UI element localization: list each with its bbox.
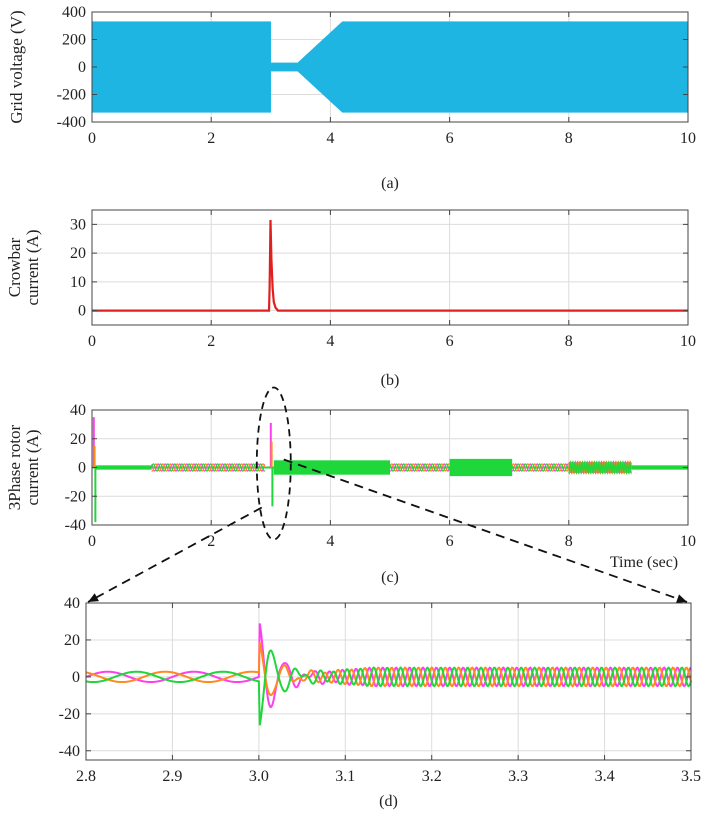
x-tick-label: 0 bbox=[88, 333, 96, 350]
rotor-current-band bbox=[631, 465, 688, 470]
x-tick-label: 3.2 bbox=[422, 768, 442, 785]
x-tick-label: 8 bbox=[565, 130, 573, 147]
zoom-arrow-left bbox=[87, 506, 263, 603]
rotor-current-phase-c bbox=[389, 463, 451, 472]
plot-frame bbox=[85, 602, 692, 761]
y-tick-label: 0 bbox=[72, 669, 80, 686]
x-tick-label: 6 bbox=[446, 333, 454, 350]
zoom-arrow-right bbox=[283, 458, 688, 603]
rotor-current-band bbox=[273, 460, 390, 475]
y-axis-label: current (A) bbox=[23, 430, 42, 506]
y-tick-label: 40 bbox=[70, 402, 86, 419]
rotor-current-phase-c bbox=[511, 463, 570, 472]
rotor-current-phase-b bbox=[511, 463, 570, 472]
chart-panel-b: 0 2 4 6 8 10 0 10 20 30 (b) Crowbar current (A) bbox=[5, 209, 696, 389]
voltage-envelope bbox=[91, 21, 689, 113]
y-tick-label: 0 bbox=[78, 59, 86, 76]
y-tick-label: 0 bbox=[78, 303, 86, 320]
y-tick-label: -40 bbox=[65, 517, 86, 534]
x-tick-label: 3.4 bbox=[595, 768, 615, 785]
y-tick-label: -20 bbox=[59, 706, 80, 723]
series-group bbox=[92, 417, 688, 523]
x-tick-label: 2 bbox=[207, 130, 215, 147]
series-group bbox=[85, 623, 692, 726]
y-axis-label: 3Phase rotor bbox=[5, 424, 24, 510]
y-tick-label: 20 bbox=[70, 245, 86, 262]
chart-panel-c: 0 2 4 6 8 10 -40 -20 0 20 40 (c) 3Phase rotor current… bbox=[5, 402, 696, 586]
crowbar-current-line bbox=[92, 220, 688, 312]
x-tick-label: 10 bbox=[680, 130, 696, 147]
series-group bbox=[92, 220, 688, 312]
y-tick-label: 400 bbox=[62, 4, 86, 21]
y-tick-label: 20 bbox=[64, 632, 80, 649]
zoom-phase-a bbox=[85, 623, 692, 709]
panel-caption: (c) bbox=[381, 569, 399, 586]
plot-area bbox=[92, 210, 688, 325]
panel-caption: (a) bbox=[381, 175, 399, 192]
x-axis-label: Time (sec) bbox=[610, 554, 678, 571]
x-tick-label: 6 bbox=[446, 533, 454, 550]
y-tick-label: 40 bbox=[64, 595, 80, 612]
x-tick-label: 8 bbox=[565, 533, 573, 550]
y-tick-label: 10 bbox=[70, 274, 86, 291]
y-tick-label: 30 bbox=[70, 216, 86, 233]
series-group bbox=[91, 21, 689, 113]
y-axis-label: current (A) bbox=[23, 230, 42, 306]
x-tick-label: 10 bbox=[680, 533, 696, 550]
x-tick-label: 3.3 bbox=[508, 768, 528, 785]
x-tick-label: 4 bbox=[326, 333, 334, 350]
x-tick-label: 2 bbox=[207, 333, 215, 350]
zoom-arrowhead-left bbox=[88, 593, 99, 602]
x-tick-label: 3.0 bbox=[249, 768, 269, 785]
y-tick-label: -400 bbox=[57, 114, 86, 131]
y-axis-label: Crowbar bbox=[5, 237, 24, 297]
x-tick-label: 10 bbox=[680, 333, 696, 350]
panel-caption: (b) bbox=[381, 372, 400, 389]
zoom-arrowhead-right bbox=[676, 594, 687, 603]
y-tick-label: 200 bbox=[62, 32, 86, 49]
y-tick-label: -200 bbox=[57, 87, 86, 104]
zoom-ellipse bbox=[255, 386, 292, 541]
x-tick-label: 4 bbox=[326, 533, 334, 550]
x-tick-label: 3.5 bbox=[681, 768, 701, 785]
x-tick-label: 0 bbox=[88, 533, 96, 550]
y-tick-label: -40 bbox=[59, 743, 80, 760]
x-tick-label: 4 bbox=[326, 130, 334, 147]
plot-frame bbox=[91, 209, 689, 326]
y-tick-label: -20 bbox=[65, 488, 86, 505]
x-tick-label: 2 bbox=[207, 533, 215, 550]
y-tick-label: 20 bbox=[70, 431, 86, 448]
x-tick-label: 3.1 bbox=[335, 768, 355, 785]
x-tick-label: 2.9 bbox=[162, 768, 182, 785]
x-tick-label: 6 bbox=[446, 130, 454, 147]
panel-caption: (d) bbox=[379, 793, 398, 810]
y-axis-label: Grid voltage (V) bbox=[7, 10, 26, 123]
rotor-current-band bbox=[94, 465, 152, 470]
rotor-current-phase-c bbox=[568, 460, 632, 475]
rotor-current-phase-c bbox=[151, 463, 266, 472]
chart-panel-a: 0 2 4 6 8 10 -400 -200 0 200 400 (a) Grid voltage (V… bbox=[7, 4, 696, 192]
zoom-annotation bbox=[87, 386, 688, 603]
chart-panel-d: 2.8 2.9 3.0 3.1 3.2 3.3 3.4 3.5 -40 -20 0 20 40 (d) bbox=[59, 595, 701, 810]
x-tick-label: 0 bbox=[88, 130, 96, 147]
x-tick-label: 8 bbox=[565, 333, 573, 350]
zoom-phase-c bbox=[85, 649, 692, 726]
rotor-current-phase-a bbox=[151, 463, 266, 472]
rotor-current-phase-b bbox=[389, 463, 451, 472]
rotor-current-band bbox=[449, 458, 513, 477]
x-tick-label: 2.8 bbox=[76, 768, 96, 785]
y-tick-label: 0 bbox=[78, 460, 86, 477]
